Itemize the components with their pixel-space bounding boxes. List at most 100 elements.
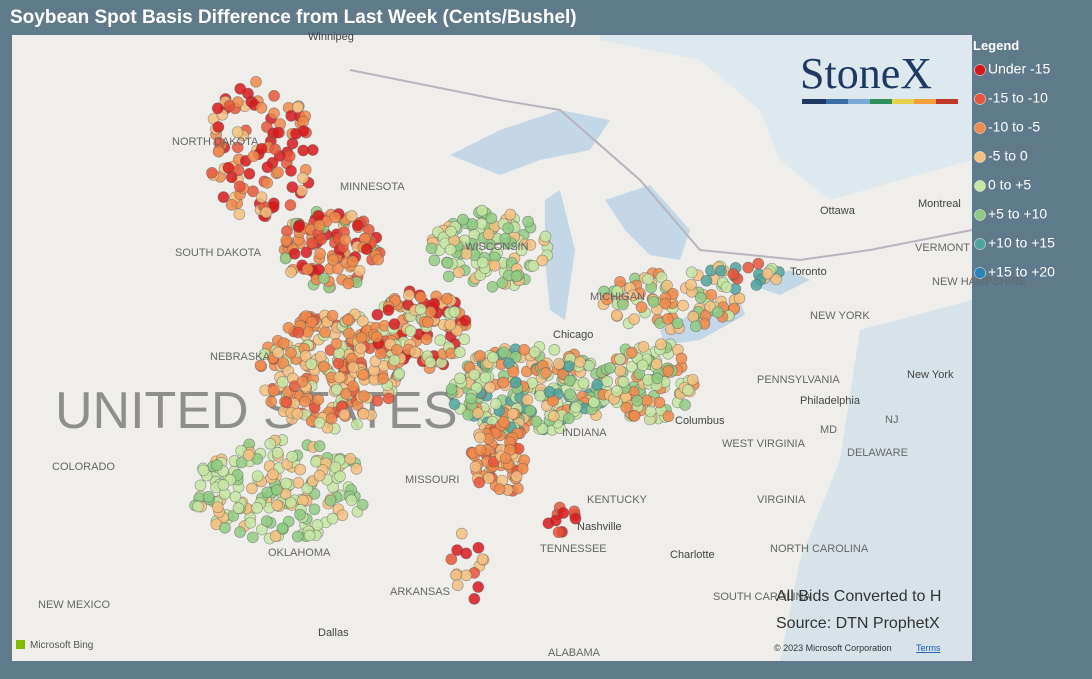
bid-dot <box>330 338 343 350</box>
bid-dot <box>350 463 363 475</box>
city-label: Winnipeg <box>308 31 354 43</box>
bid-dot <box>192 500 204 513</box>
bid-dot <box>715 264 727 277</box>
bid-dot <box>414 291 427 304</box>
bid-dot <box>485 212 498 225</box>
bid-dot <box>313 469 326 482</box>
bid-dot <box>448 305 461 318</box>
bid-dot <box>686 373 699 386</box>
bid-dot <box>628 313 640 325</box>
legend-swatch <box>974 64 986 76</box>
bid-dot <box>448 398 461 410</box>
bid-dot <box>292 326 305 339</box>
map[interactable]: UNITED STATES Winnipeg NORTH DAKOTA MINN… <box>12 31 1026 661</box>
bid-dot <box>516 462 529 475</box>
bid-dot <box>299 395 311 408</box>
bid-dot <box>472 407 484 420</box>
bid-dot <box>752 257 765 270</box>
bid-dot <box>344 453 357 465</box>
bid-dot <box>628 409 641 422</box>
bid-dot <box>434 334 447 346</box>
bid-dot <box>217 479 230 491</box>
bid-dot <box>625 346 638 359</box>
state-label: NEW YORK <box>810 310 870 322</box>
bid-dot <box>233 208 246 221</box>
lake-superior <box>450 110 610 175</box>
bid-dot <box>705 288 718 301</box>
note: All Bids Converted to H <box>776 588 941 605</box>
bid-dot <box>659 297 672 310</box>
bid-dot <box>420 333 433 346</box>
bid-dot <box>272 346 284 359</box>
bid-dot <box>472 541 485 554</box>
bid-dot <box>269 530 282 542</box>
bid-dot <box>497 416 510 428</box>
bid-dot <box>299 350 312 362</box>
bid-dot <box>285 266 297 278</box>
bid-dot <box>444 243 457 256</box>
bid-dot <box>291 407 304 420</box>
state-label: KENTUCKY <box>587 494 648 506</box>
bid-dot <box>530 415 543 428</box>
bid-dot <box>473 476 486 489</box>
bid-dot <box>353 264 366 277</box>
bid-dot <box>231 141 244 154</box>
terms-link[interactable]: Terms <box>916 643 941 653</box>
bid-dot <box>382 392 395 405</box>
bid-dot <box>345 210 358 222</box>
bid-dot <box>284 496 297 509</box>
bid-dot <box>476 553 489 566</box>
bid-dot <box>564 388 576 401</box>
bing-logo <box>16 640 25 649</box>
bid-dot <box>271 446 284 459</box>
city-label: Toronto <box>790 266 827 278</box>
bid-dot <box>421 316 434 328</box>
bid-dot <box>319 326 331 339</box>
bid-dot <box>552 526 565 539</box>
bid-dot <box>512 482 524 495</box>
bid-dot <box>232 502 245 514</box>
bid-dot <box>497 376 510 389</box>
bid-dot <box>682 384 694 397</box>
bid-dot <box>540 367 552 379</box>
bid-dot <box>453 266 465 279</box>
bid-dot <box>324 494 337 507</box>
bid-dot <box>336 509 349 522</box>
bid-dot <box>223 99 236 112</box>
bid-dot <box>617 376 630 388</box>
bid-dot <box>468 593 481 605</box>
bid-dot <box>270 484 283 496</box>
bid-dot <box>620 401 633 414</box>
bid-dot <box>601 293 613 306</box>
bid-dot <box>234 526 246 538</box>
bid-dot <box>445 553 458 566</box>
bid-dot <box>356 498 369 511</box>
bid-dot <box>371 394 384 407</box>
bid-dot <box>268 90 280 102</box>
legend-swatch <box>974 93 986 105</box>
logo: StoneX <box>800 49 932 98</box>
bid-dot <box>414 303 427 316</box>
bid-dot <box>474 431 486 444</box>
bid-dot <box>372 253 384 266</box>
bid-dot <box>487 351 499 364</box>
bid-dot <box>303 529 316 542</box>
bid-dot <box>409 346 422 359</box>
bid-dot <box>476 204 488 217</box>
city-label: New York <box>907 369 954 381</box>
bid-dot <box>425 242 438 255</box>
bid-dot <box>297 172 309 184</box>
bid-dot <box>242 449 255 461</box>
bid-dot <box>543 386 556 398</box>
bid-dot <box>614 353 626 365</box>
bid-dot <box>212 145 225 158</box>
legend-swatch <box>974 151 986 163</box>
bid-dot <box>442 270 455 283</box>
bid-dot <box>455 527 468 540</box>
bid-dot <box>507 365 520 378</box>
bid-dot <box>244 516 257 529</box>
legend-swatch <box>974 238 986 250</box>
bid-dot <box>499 232 512 245</box>
bid-dot <box>476 256 489 269</box>
